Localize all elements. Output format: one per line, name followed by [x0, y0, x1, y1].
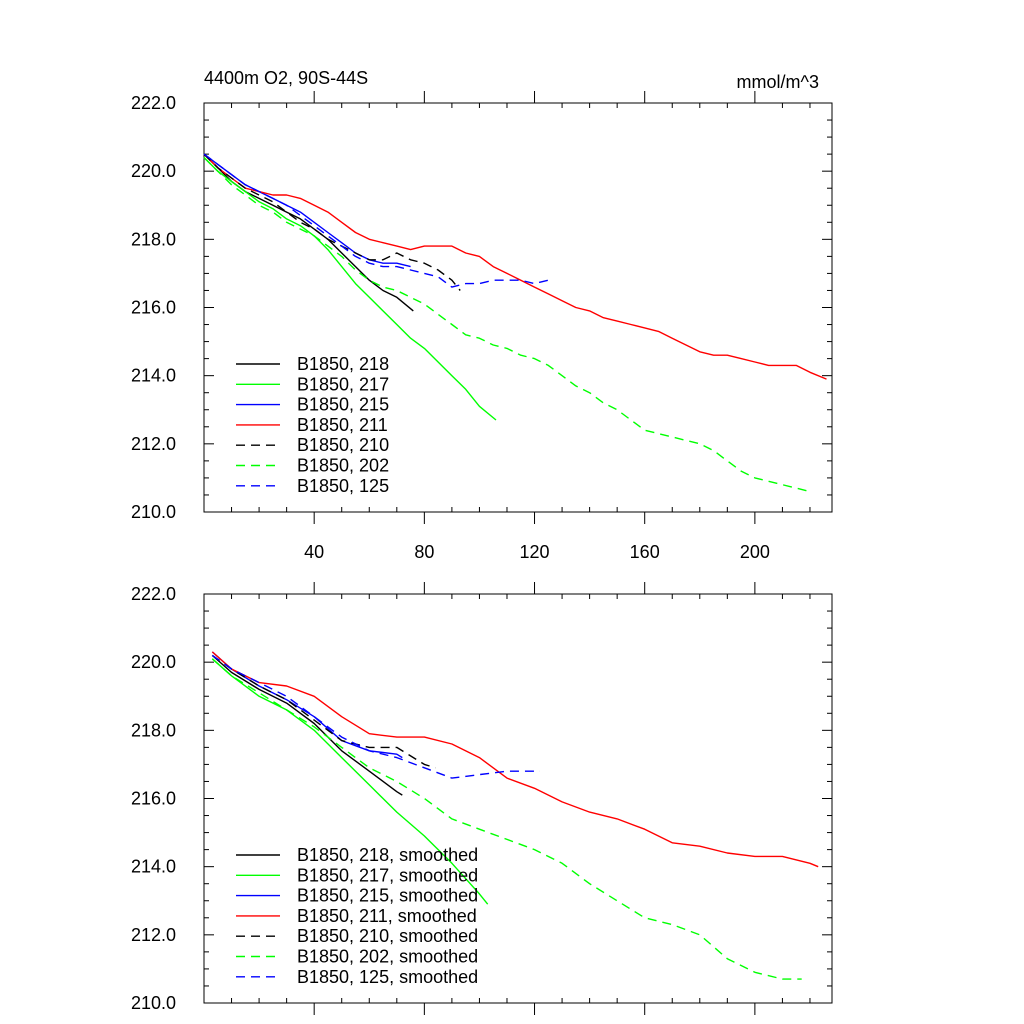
units-label: mmol/m^3 [737, 72, 819, 92]
x-tick-label: 120 [520, 542, 550, 562]
series-line [203, 153, 411, 268]
legend-label: B1850, 215 [297, 395, 389, 415]
series-line [211, 654, 403, 796]
x-tick-label: 160 [630, 542, 660, 562]
legend-label: B1850, 125 [297, 476, 389, 496]
y-tick-label: 220.0 [131, 161, 176, 181]
series-line [211, 658, 489, 905]
y-tick-label: 212.0 [131, 925, 176, 945]
legend-label: B1850, 125, smoothed [297, 967, 478, 987]
legend-label: B1850, 202, smoothed [297, 947, 478, 967]
legend-label: B1850, 211, smoothed [297, 906, 477, 926]
y-tick-label: 210.0 [131, 502, 176, 522]
y-tick-label: 214.0 [131, 857, 176, 877]
legend-label: B1850, 218, smoothed [297, 845, 478, 865]
series-line [203, 153, 827, 380]
legend-label: B1850, 215, smoothed [297, 886, 478, 906]
y-tick-label: 218.0 [131, 720, 176, 740]
y-tick-label: 214.0 [131, 366, 176, 386]
y-tick-label: 216.0 [131, 298, 176, 318]
legend-label: B1850, 217 [297, 374, 389, 394]
legend-label: B1850, 211 [297, 415, 388, 435]
y-tick-label: 210.0 [131, 993, 176, 1013]
x-tick-label: 40 [304, 542, 324, 562]
series-line [203, 153, 461, 291]
legend-label: B1850, 202 [297, 456, 389, 476]
y-tick-label: 220.0 [131, 652, 176, 672]
series-line [211, 654, 436, 769]
y-tick-label: 218.0 [131, 229, 176, 249]
legend-label: B1850, 210 [297, 435, 389, 455]
y-tick-label: 212.0 [131, 434, 176, 454]
y-tick-label: 222.0 [131, 584, 176, 604]
series-line [211, 654, 540, 779]
top-panel: 4400m O2, 90S-44S mmol/m^3 40 80 120 160 200… [131, 68, 833, 562]
y-tick-label: 216.0 [131, 789, 176, 809]
series-line [211, 651, 403, 759]
x-tick-label: 200 [740, 542, 770, 562]
legend-label: B1850, 210, smoothed [297, 926, 478, 946]
bottom-panel: 210.0 212.0 214.0 216.0 218.0 220.0 222.0 B1850… [131, 582, 833, 1015]
series-line [211, 651, 819, 868]
series-line [203, 157, 497, 421]
chart-title: 4400m O2, 90S-44S [204, 68, 368, 88]
series-line [203, 157, 811, 493]
series-line [203, 153, 549, 288]
legend-label: B1850, 217, smoothed [297, 865, 478, 885]
series-line [211, 658, 802, 980]
legend-label: B1850, 218 [297, 354, 389, 374]
x-tick-label: 80 [414, 542, 434, 562]
y-tick-label: 222.0 [131, 93, 176, 113]
